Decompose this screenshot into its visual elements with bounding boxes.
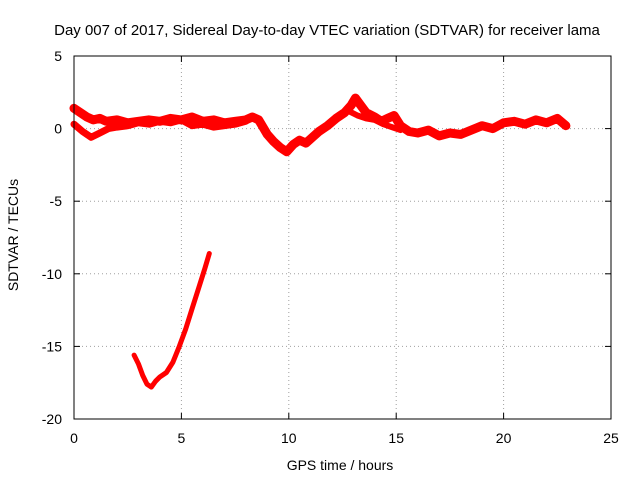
- plot-frame: [73, 55, 612, 420]
- y-tick-label: -20: [42, 411, 62, 427]
- x-tick-label: 5: [178, 430, 186, 446]
- y-tick-label: -5: [50, 193, 63, 209]
- y-tick-label: -15: [42, 338, 62, 354]
- x-axis-label: GPS time / hours: [287, 457, 394, 473]
- chart-title: Day 007 of 2017, Sidereal Day-to-day VTE…: [54, 22, 600, 39]
- x-tick-label: 25: [603, 430, 619, 446]
- y-tick-label: 5: [54, 48, 62, 64]
- y-tick-label: 0: [54, 121, 62, 137]
- data-series: [69, 93, 571, 390]
- series-line-late-loop: [345, 108, 404, 134]
- x-tick-label: 10: [281, 430, 297, 446]
- x-tick-label: 15: [388, 430, 404, 446]
- axis-ticks: 0 5 10 15 20 25 -20 -15 -10 -5 0 5: [42, 48, 619, 446]
- y-tick-label: -10: [42, 266, 62, 282]
- series-line-lower-loop: [70, 116, 250, 141]
- series-line-low-arc: [131, 251, 212, 390]
- y-axis-label: SDTVAR / TECUs: [5, 179, 21, 291]
- x-tick-label: 0: [70, 430, 78, 446]
- x-tick-label: 20: [496, 430, 512, 446]
